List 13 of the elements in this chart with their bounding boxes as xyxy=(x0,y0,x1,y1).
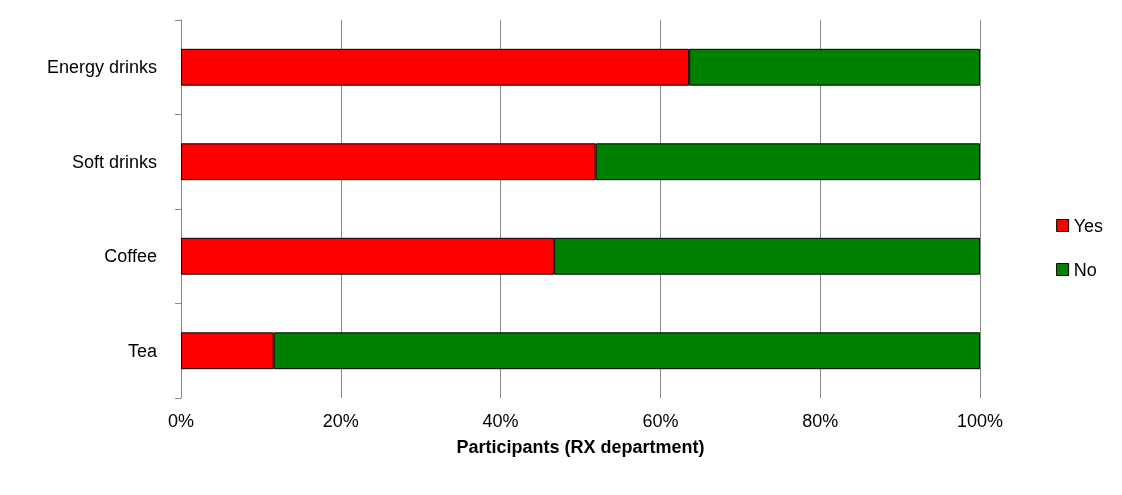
x-tick-label: 100% xyxy=(956,411,1004,431)
y-tick-label: Coffee xyxy=(104,246,157,267)
x-tick-label: 0% xyxy=(167,411,195,431)
x-tick-label: 20% xyxy=(322,411,359,431)
x-tick-label: 40% xyxy=(482,411,519,431)
legend-label: No xyxy=(1073,259,1097,280)
y-tick-label: Energy drinks xyxy=(46,57,157,78)
y-tick-label: Tea xyxy=(127,340,158,361)
x-axis-title: Participants (RX department) xyxy=(456,437,705,457)
x-tick-label: 60% xyxy=(642,411,679,431)
y-tick-label: Soft drinks xyxy=(71,151,157,172)
legend-label: Yes xyxy=(1073,215,1104,236)
x-tick-label: 80% xyxy=(802,411,839,431)
